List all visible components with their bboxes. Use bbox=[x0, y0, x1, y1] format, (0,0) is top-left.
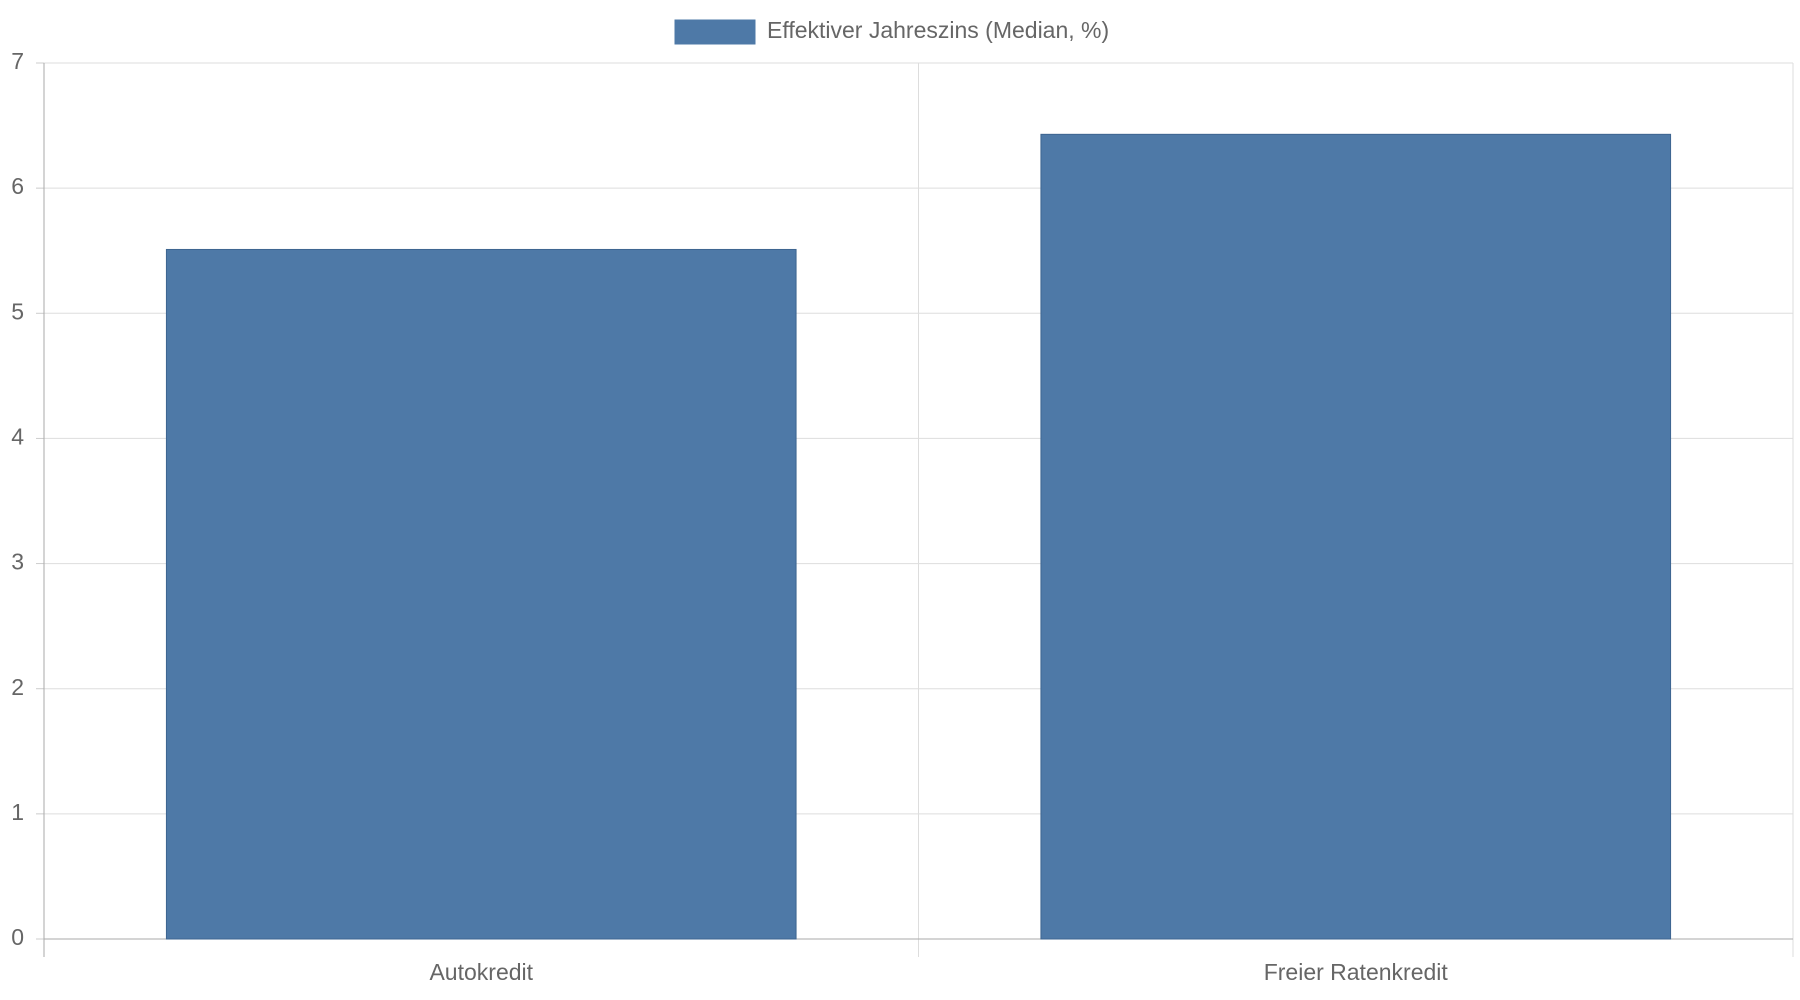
y-tick-label: 1 bbox=[11, 799, 24, 825]
x-tick-label: Freier Ratenkredit bbox=[1264, 959, 1449, 985]
y-tick-label: 4 bbox=[11, 424, 24, 450]
bar bbox=[1040, 133, 1672, 940]
y-tick-label: 5 bbox=[11, 298, 24, 324]
legend-swatch bbox=[674, 19, 756, 45]
bar bbox=[165, 248, 797, 940]
y-tick-label: 6 bbox=[11, 173, 24, 199]
y-tick-label: 2 bbox=[11, 674, 24, 700]
y-tick-label: 0 bbox=[11, 924, 24, 950]
legend-label: Effektiver Jahreszins (Median, %) bbox=[767, 17, 1109, 43]
y-tick-label: 7 bbox=[11, 48, 24, 74]
x-tick-label: Autokredit bbox=[429, 959, 533, 985]
y-tick-label: 3 bbox=[11, 549, 24, 575]
